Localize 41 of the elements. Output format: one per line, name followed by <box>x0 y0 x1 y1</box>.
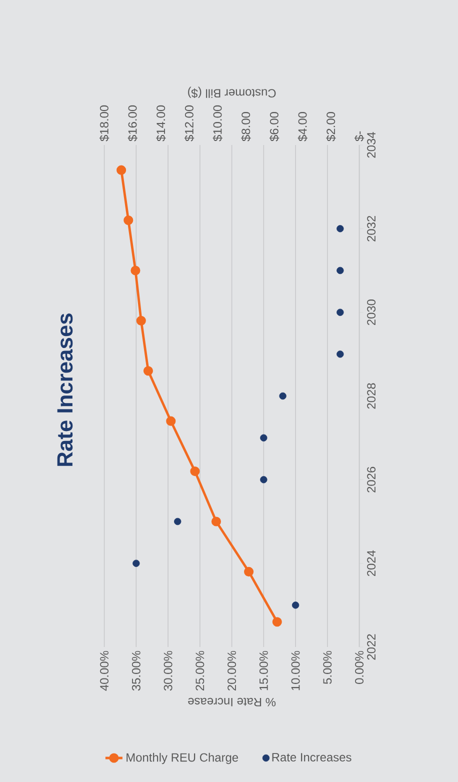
y-tick-label: 2032 <box>367 216 376 242</box>
x2-axis-title: Customer Bill ($) <box>188 86 276 98</box>
x-tick-label: 25.00% <box>196 650 204 690</box>
point <box>260 434 268 442</box>
legend-label: Rate Increases <box>272 753 352 762</box>
x2-tick-label: $2.00 <box>326 112 336 142</box>
x-tick-label: 20.00% <box>228 650 236 690</box>
x-tick-label: 5.00% <box>323 650 332 684</box>
point <box>336 266 344 274</box>
y-tick-label: 2024 <box>367 550 376 576</box>
x2-tick-label: $10.00 <box>212 105 222 142</box>
x2-tick-label: $- <box>354 131 364 142</box>
x-tick-label: 35.00% <box>132 650 140 691</box>
y-tick-label: 2028 <box>367 383 376 409</box>
x-tick-label: 15.00% <box>259 650 268 690</box>
point <box>292 602 300 609</box>
y-tick-label: 2034 <box>367 132 376 158</box>
x-tick-label: 0.00% <box>355 650 364 684</box>
x-axis-title: % Rate Increase <box>188 698 276 706</box>
x2-tick-label: $4.00 <box>298 112 308 142</box>
point <box>132 560 140 567</box>
x2-tick-label: $16.00 <box>128 105 138 142</box>
x2-tick-label: $18.00 <box>99 105 110 142</box>
point <box>336 308 344 316</box>
text: Rate Increases <box>57 314 73 466</box>
x-tick-label: 40.00% <box>100 650 109 691</box>
y-tick-label: 2026 <box>367 466 376 492</box>
point <box>174 518 182 526</box>
point <box>260 476 268 484</box>
y-tick-label: 2022 <box>367 634 376 660</box>
x-tick-label: 10.00% <box>291 650 300 690</box>
y-tick-label: 2030 <box>367 300 376 326</box>
x2-tick-label: $8.00 <box>241 112 251 142</box>
legend-label: Monthly REU Charge <box>126 752 238 764</box>
point <box>279 392 286 400</box>
x2-tick-label: $12.00 <box>184 105 194 142</box>
x-tick-label: 30.00% <box>164 650 172 691</box>
x2-tick-label: $6.00 <box>269 112 280 142</box>
point <box>336 350 344 358</box>
x2-tick-label: $14.00 <box>156 105 166 142</box>
point <box>336 225 344 232</box>
